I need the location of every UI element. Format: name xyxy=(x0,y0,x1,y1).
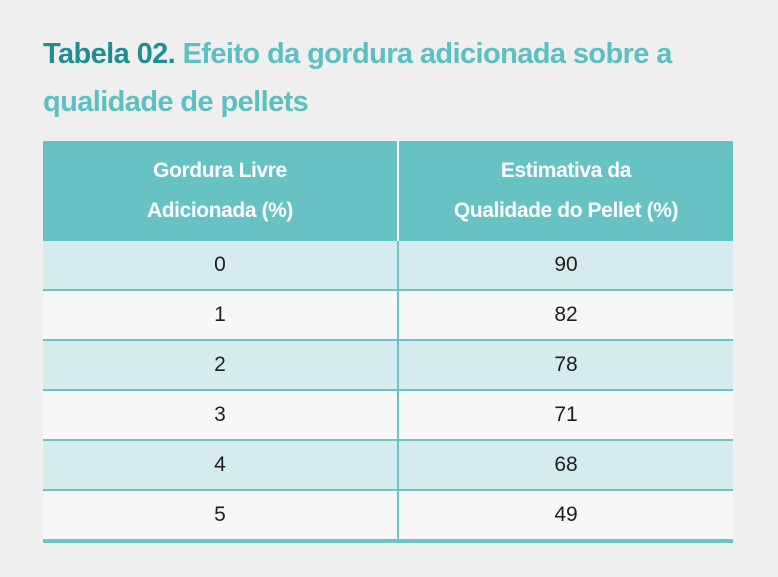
table-row: 4 68 xyxy=(43,440,733,491)
table-title: Tabela 02. Efeito da gordura adicionada … xyxy=(43,30,723,126)
table-title-label: Tabela 02. xyxy=(43,38,176,70)
cell-free-fat: 1 xyxy=(43,290,399,341)
cell-pellet-quality: 71 xyxy=(398,390,733,441)
data-table: Gordura Livre Adicionada (%) Estimativa … xyxy=(43,141,733,543)
cell-free-fat: 4 xyxy=(43,440,399,491)
table-row: 5 49 xyxy=(43,490,733,543)
table-row: 2 78 xyxy=(43,340,733,391)
table-body: 0 90 1 82 2 78 3 71 4 68 5 49 xyxy=(43,241,733,543)
header-free-fat: Gordura Livre Adicionada (%) xyxy=(43,141,399,241)
header-pellet-quality-line2: Qualidade do Pellet (%) xyxy=(453,199,679,222)
cell-pellet-quality: 68 xyxy=(398,440,733,491)
header-free-fat-line2: Adicionada (%) xyxy=(146,199,294,222)
cell-free-fat: 2 xyxy=(43,340,399,391)
table-row: 0 90 xyxy=(43,241,733,291)
table-header: Gordura Livre Adicionada (%) Estimativa … xyxy=(43,141,733,241)
header-free-fat-line1: Gordura Livre xyxy=(153,159,287,182)
cell-free-fat: 3 xyxy=(43,390,399,441)
table-title-text: Efeito da gordura adicionada sobre a qua… xyxy=(43,38,672,118)
table-row: 3 71 xyxy=(43,390,733,441)
cell-pellet-quality: 78 xyxy=(398,340,733,391)
header-row: Gordura Livre Adicionada (%) Estimativa … xyxy=(43,141,733,241)
cell-free-fat: 0 xyxy=(43,241,399,291)
cell-free-fat: 5 xyxy=(43,490,399,543)
cell-pellet-quality: 49 xyxy=(398,490,733,543)
header-pellet-quality-line1: Estimativa da xyxy=(500,159,632,182)
header-pellet-quality: Estimativa da Qualidade do Pellet (%) xyxy=(398,141,733,241)
table-row: 1 82 xyxy=(43,290,733,341)
cell-pellet-quality: 82 xyxy=(398,290,733,341)
cell-pellet-quality: 90 xyxy=(398,241,733,291)
